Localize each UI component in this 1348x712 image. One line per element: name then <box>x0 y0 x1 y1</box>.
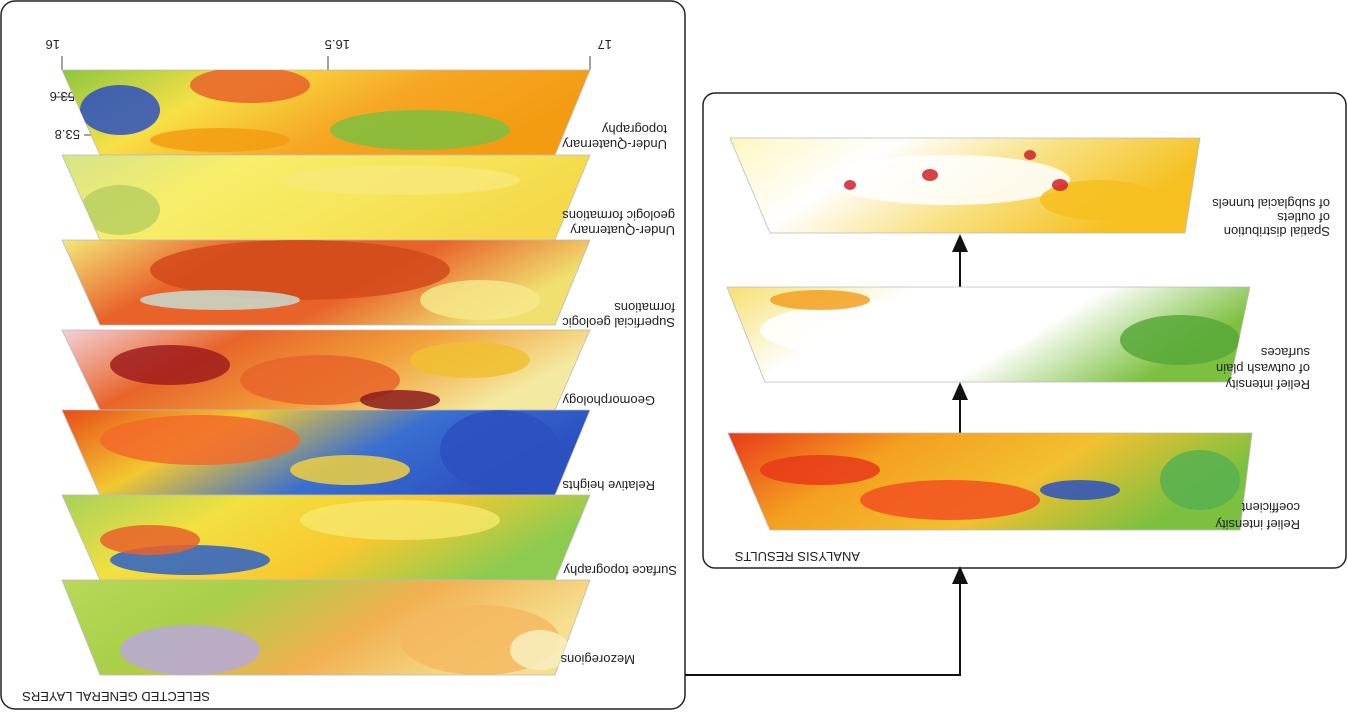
map-layer <box>727 432 1253 531</box>
map-features <box>760 290 1240 365</box>
map-features <box>100 410 560 490</box>
map-features <box>110 342 530 410</box>
map-features <box>140 240 540 320</box>
map-feature <box>1160 450 1240 510</box>
map-feature <box>1024 150 1036 160</box>
layer-label: Spatial distribution <box>1224 224 1330 239</box>
right-panel <box>702 92 1347 569</box>
map-feature <box>290 455 410 485</box>
left-panel <box>0 0 686 710</box>
layer-label: Under-Quaternary <box>562 137 667 152</box>
map-features <box>120 605 570 675</box>
layer-label: Surface topography <box>563 563 677 578</box>
layer-label: surfaces <box>1260 345 1310 360</box>
map-features <box>760 450 1240 520</box>
map-feature <box>420 280 540 320</box>
map-feature <box>120 625 260 675</box>
map-feature <box>922 169 938 181</box>
map-feature <box>760 300 1040 360</box>
lon-label: 16.5 <box>325 37 350 52</box>
layer-label: topography <box>601 122 667 137</box>
layer-label: geologic formations <box>562 208 675 223</box>
map-feature <box>1040 480 1120 500</box>
lat-label: 53.8 <box>55 127 80 142</box>
lon-label: 16 <box>46 37 60 52</box>
map-feature <box>150 240 450 300</box>
layer-label: formations <box>614 300 675 315</box>
layer-label: Relief intensity <box>1225 377 1310 392</box>
map-feature <box>80 85 160 135</box>
map-feature <box>770 290 870 310</box>
map-feature <box>80 185 160 235</box>
map-feature <box>844 180 856 190</box>
lon-label: 17 <box>598 37 612 52</box>
panel-title: SELECTED GENERAL LAYERS <box>22 689 210 704</box>
map-feature <box>1040 180 1160 220</box>
map-feature <box>1052 179 1068 191</box>
layer-label: coefficient <box>1241 500 1300 515</box>
map-feature <box>410 342 530 378</box>
map-feature <box>140 290 300 310</box>
map-feature <box>330 110 510 150</box>
layer-label: Under-Quaternary <box>570 223 675 238</box>
map-feature <box>300 500 500 540</box>
map-feature <box>440 410 560 490</box>
connector-arrow <box>685 566 968 676</box>
map-features <box>80 70 510 152</box>
map-feature <box>510 630 570 670</box>
panel-title: ANALYSIS RESULTS <box>734 549 860 564</box>
map-features <box>80 165 520 235</box>
layer-label: Superficial geologic <box>562 315 675 330</box>
map-features <box>830 150 1160 220</box>
layer-label: Relief intensity <box>1215 517 1300 532</box>
map-feature <box>830 155 1070 205</box>
map-feature <box>360 390 440 410</box>
map-feature <box>100 415 300 465</box>
layer-label: of outwash plain <box>1216 361 1310 376</box>
lat-label: 53.6 <box>50 89 75 104</box>
map-feature <box>100 525 200 555</box>
map-feature <box>190 70 310 103</box>
layer-label: of subglacial tunnels <box>1212 196 1330 211</box>
map-feature <box>860 480 1040 520</box>
layer-label: Mezoregions <box>560 652 635 667</box>
map-feature <box>110 345 230 385</box>
map-feature <box>1120 315 1240 365</box>
map-feature <box>240 355 400 405</box>
layer-label: Relative heights <box>562 478 655 493</box>
layer-label: Geomorphology <box>562 393 655 408</box>
map-feature <box>760 455 880 485</box>
map-feature <box>280 165 520 195</box>
map-features <box>100 500 500 575</box>
layer-label: of outlets <box>1277 210 1330 225</box>
map-feature <box>150 128 290 152</box>
